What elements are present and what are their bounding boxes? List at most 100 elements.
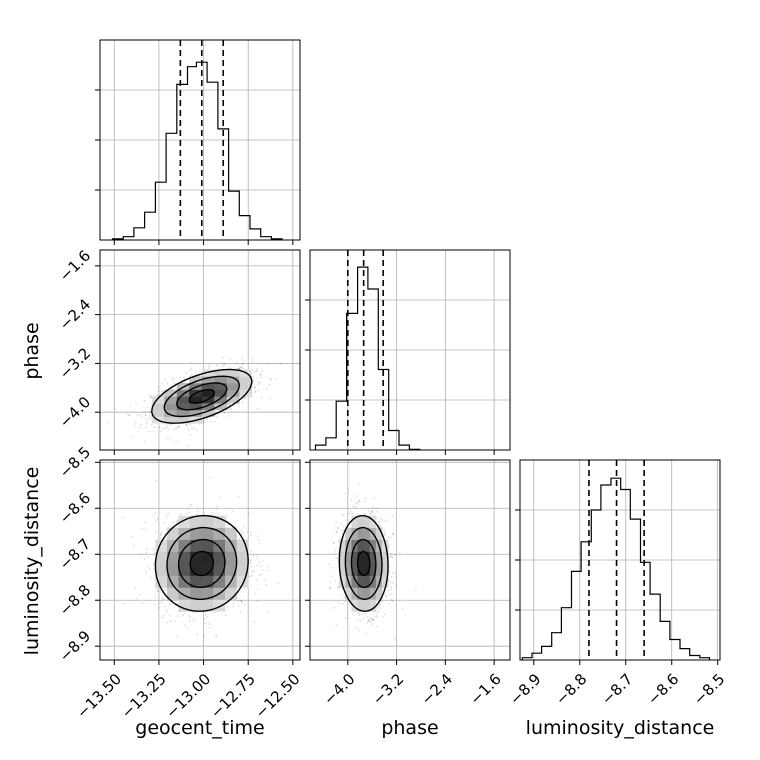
sample-point (379, 607, 382, 610)
sample-point (246, 531, 249, 534)
density-cell (201, 376, 215, 384)
sample-point (170, 603, 173, 606)
density-cell (345, 563, 352, 576)
sample-point (206, 615, 209, 618)
density-cell (339, 575, 346, 588)
sample-point (332, 566, 334, 569)
sample-point (157, 602, 160, 605)
sample-point (256, 564, 259, 566)
sample-point (223, 362, 226, 365)
sample-point (254, 391, 257, 394)
sample-point (173, 378, 176, 381)
sample-point (362, 617, 365, 620)
sample-point (371, 623, 374, 626)
sample-point (169, 424, 172, 427)
sample-point (390, 586, 393, 588)
sample-point (266, 610, 269, 613)
sample-point (128, 414, 131, 416)
sample-point (157, 590, 160, 593)
sample-point (384, 593, 387, 595)
sample-point (240, 366, 243, 368)
sample-point (209, 476, 212, 479)
panel-content (328, 483, 417, 640)
sample-point (259, 373, 262, 376)
sample-point (216, 508, 219, 510)
sample-point (144, 426, 147, 429)
sample-point (261, 560, 264, 563)
sample-point (164, 605, 166, 608)
sample-point (150, 423, 153, 426)
sample-point (140, 423, 142, 426)
sample-point (357, 611, 359, 614)
sample-point (178, 425, 181, 428)
density-cell (351, 551, 358, 564)
sample-point (328, 563, 331, 565)
sample-point (394, 553, 396, 556)
sample-point (199, 370, 202, 373)
density-cell (166, 587, 179, 600)
sample-point (170, 620, 172, 622)
sample-point (148, 414, 151, 417)
sample-point (354, 506, 356, 509)
sample-point (175, 428, 177, 431)
sample-point (252, 555, 255, 557)
density-cell (369, 563, 377, 576)
x-axis-label-phase: phase (381, 717, 438, 739)
sample-point (190, 368, 193, 370)
density-cell (236, 551, 249, 564)
sample-point (225, 517, 228, 520)
sample-point (370, 616, 373, 619)
sample-point (251, 570, 254, 573)
sample-point (213, 611, 216, 614)
sample-point (371, 510, 374, 513)
density-cell (357, 527, 365, 540)
sample-point (173, 427, 175, 430)
sample-point (224, 363, 227, 366)
sample-point (149, 396, 152, 399)
sample-point (210, 511, 213, 514)
density-cell (155, 575, 168, 588)
sample-point (391, 556, 394, 559)
sample-point (266, 362, 269, 365)
sample-point (173, 382, 176, 385)
sample-point (395, 583, 398, 586)
sample-point (215, 364, 218, 367)
sample-point (340, 522, 343, 525)
density-cell (155, 563, 168, 576)
sample-point (250, 561, 253, 564)
sample-point (159, 534, 162, 536)
sample-point (180, 513, 182, 515)
panel-frame (309, 249, 511, 451)
sample-point (148, 410, 151, 413)
sample-point (174, 620, 177, 623)
sample-point (358, 499, 361, 502)
sample-point (277, 582, 280, 585)
density-cell (225, 563, 238, 576)
sample-point (161, 597, 164, 600)
sample-point (166, 608, 169, 611)
sample-point (256, 557, 259, 560)
density-cell (189, 382, 203, 391)
sample-point (357, 483, 360, 485)
sample-point (240, 600, 243, 603)
sample-point (254, 592, 257, 595)
density-cell (363, 515, 371, 528)
sample-point (371, 511, 374, 514)
sample-point (213, 421, 216, 423)
density-cell (201, 515, 214, 528)
sample-point (168, 603, 171, 605)
contour-line (338, 515, 389, 612)
sample-point (161, 382, 163, 384)
sample-point (334, 579, 337, 582)
density-cell (363, 539, 371, 552)
sample-point (132, 544, 135, 547)
sample-point (166, 514, 169, 517)
sample-point (144, 414, 147, 417)
density-cell (178, 539, 191, 552)
sample-point (394, 575, 397, 578)
density-cell (339, 539, 346, 552)
sample-point (153, 425, 156, 428)
sample-point (144, 414, 147, 416)
sample-point (227, 407, 230, 410)
